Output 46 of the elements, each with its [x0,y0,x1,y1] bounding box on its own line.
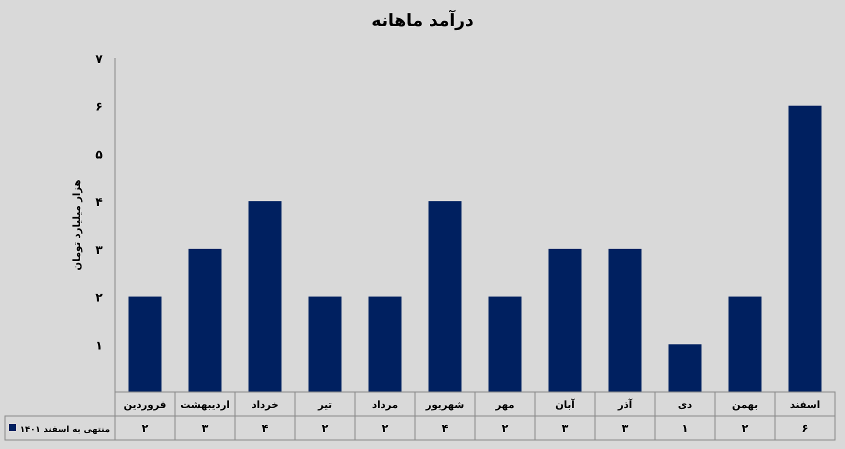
bar [668,344,702,392]
bar [788,106,822,392]
x-tick-label: دی [678,400,692,411]
y-tick-label: ۵ [95,147,103,162]
bar [368,296,402,392]
y-tick-label: ۲ [95,290,104,305]
x-tick-label: خرداد [251,400,279,411]
x-tick-label: بهمن [732,400,758,411]
data-label: ۶ [802,422,808,435]
data-label: ۳ [562,422,569,435]
data-label: ۳ [202,422,209,435]
x-tick-label: اردیبهشت [180,400,230,411]
x-tick-label: مهر [494,400,515,411]
bar [608,248,642,392]
bar [308,296,342,392]
y-tick-label: ۱ [95,338,103,352]
y-tick-label: ۳ [95,242,104,257]
x-tick-label: فروردین [124,400,166,411]
data-label: ۴ [442,422,449,435]
legend-label: منتهی به اسفند ۱۴۰۱ [20,425,110,435]
data-label: ۲ [322,422,329,435]
data-label: ۳ [622,422,629,435]
bar [248,201,282,392]
x-tick-label: شهریور [424,400,464,411]
x-tick-label: تیر [316,400,332,411]
chart-title: درآمد ماهانه [371,9,474,31]
x-tick-label: اسفند [790,400,820,411]
data-label: ۱ [682,422,688,435]
bar [128,296,162,392]
bar [548,248,582,392]
bar [188,248,222,392]
data-label: ۲ [142,422,149,435]
data-label: ۲ [382,422,389,435]
bar [728,296,762,392]
x-tick-label: آبان [555,398,576,411]
data-label: ۲ [502,422,509,435]
y-tick-label: ۷ [95,52,104,66]
y-tick-label: ۶ [95,100,103,114]
x-tick-label: مرداد [372,400,398,411]
data-label: ۴ [262,422,269,435]
bar [488,296,522,392]
bar [428,201,462,392]
data-label: ۲ [742,422,749,435]
y-axis-title: هزار میلیارد تومان [72,179,83,270]
y-tick-label: ۴ [95,195,103,210]
x-tick-label: آذر [616,398,633,411]
